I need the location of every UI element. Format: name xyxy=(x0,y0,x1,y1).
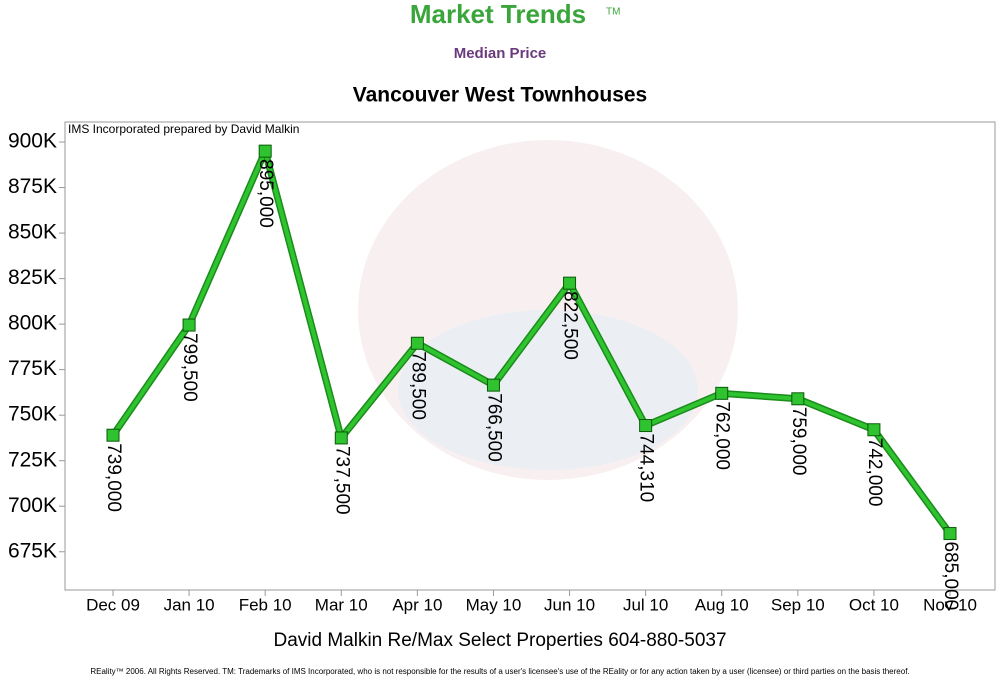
marker xyxy=(715,386,729,400)
line xyxy=(111,149,952,535)
marker xyxy=(410,336,424,350)
data-label: 895,000 xyxy=(255,159,276,228)
marker xyxy=(486,378,500,392)
x-tick-label: Feb 10 xyxy=(239,595,292,614)
plot-frame xyxy=(64,121,996,591)
data-label: 739,000 xyxy=(103,443,124,512)
footer-contact: David Malkin Re/Max Select Properties 60… xyxy=(273,630,726,651)
x-tick-label: Apr 10 xyxy=(392,595,442,614)
x-tick-label: Nov 10 xyxy=(923,595,977,614)
disclaimer: REality™ 2006. All Rights Reserved. TM: … xyxy=(90,667,909,676)
data-label: 742,000 xyxy=(864,438,885,507)
data-label: 822,500 xyxy=(560,291,581,360)
x-tick-label: Mar 10 xyxy=(315,595,368,614)
marker xyxy=(106,428,120,442)
x-tick-label: Dec 09 xyxy=(86,595,140,614)
marker xyxy=(791,392,805,406)
marker xyxy=(563,276,577,290)
marker xyxy=(334,431,348,445)
data-label: 685,000 xyxy=(940,542,961,611)
trademark: TM xyxy=(606,7,620,18)
chart-title: Vancouver West Townhouses xyxy=(353,84,647,107)
y-tick-label: 750K xyxy=(8,403,57,426)
y-tick-label: 875K xyxy=(8,175,57,198)
y-tick-label: 800K xyxy=(8,312,57,335)
x-tick-label: Jun 10 xyxy=(544,595,595,614)
marker xyxy=(943,527,957,541)
x-tick-label: May 10 xyxy=(466,595,522,614)
y-tick-label: 775K xyxy=(8,357,57,380)
y-tick-label: 675K xyxy=(8,539,57,562)
data-label: 744,310 xyxy=(636,434,657,503)
data-label: 737,500 xyxy=(331,446,352,515)
marker xyxy=(182,318,196,332)
x-tick-label: Jul 10 xyxy=(623,595,668,614)
brand: Market Trends xyxy=(410,0,586,29)
annotation: IMS Incorporated prepared by David Malki… xyxy=(68,122,299,136)
x-tick-label: Oct 10 xyxy=(849,595,899,614)
y-tick-label: 700K xyxy=(8,494,57,517)
marker xyxy=(258,144,272,158)
y-tick-label: 900K xyxy=(8,130,57,153)
y-tick-label: 825K xyxy=(8,266,57,289)
data-label: 759,000 xyxy=(788,407,809,476)
y-tick-label: 850K xyxy=(8,221,57,244)
data-label: 799,500 xyxy=(179,333,200,402)
marker xyxy=(639,419,653,433)
data-label: 766,500 xyxy=(483,393,504,462)
data-label: 789,500 xyxy=(407,351,428,420)
y-tick-label: 725K xyxy=(8,448,57,471)
data-label: 762,000 xyxy=(712,401,733,470)
x-tick-label: Aug 10 xyxy=(695,595,749,614)
marker xyxy=(867,423,881,437)
x-tick-label: Sep 10 xyxy=(771,595,825,614)
watermark xyxy=(398,310,698,470)
subtitle: Median Price xyxy=(454,45,547,62)
x-tick-label: Jan 10 xyxy=(164,595,215,614)
